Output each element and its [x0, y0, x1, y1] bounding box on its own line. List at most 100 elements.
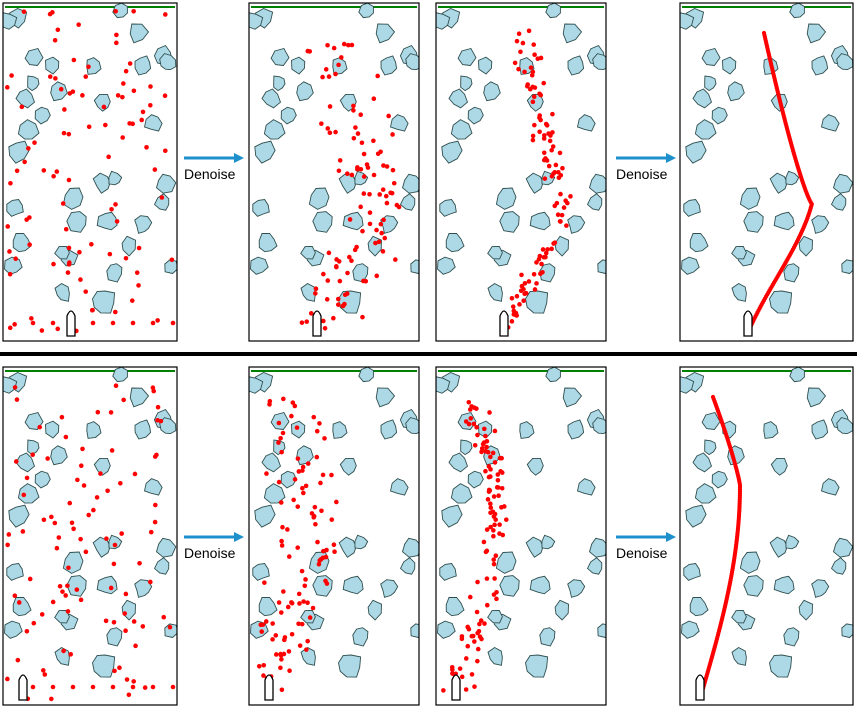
obstacle: [519, 421, 535, 439]
noise-point: [49, 696, 54, 702]
noise-point: [78, 463, 84, 468]
panel-c: [436, 3, 606, 341]
noise-point: [7, 271, 13, 277]
obstacle: [54, 646, 70, 666]
sample-point: [322, 325, 328, 331]
panel-b: [249, 3, 419, 341]
obstacle: [811, 215, 830, 234]
obstacle: [441, 504, 463, 528]
sample-point: [279, 687, 285, 693]
obstacle: [539, 263, 556, 283]
noise-point: [58, 86, 64, 92]
noise-point: [162, 93, 168, 99]
sample-point: [522, 281, 528, 286]
obstacle: [254, 140, 276, 164]
obstacle: [112, 3, 128, 19]
sample-point: [491, 514, 497, 519]
sample-point: [541, 150, 547, 156]
agent-marker-icon: [312, 310, 322, 337]
obstacle: [576, 478, 596, 496]
sample-point: [329, 517, 335, 522]
sample-point: [497, 522, 502, 527]
sample-point: [484, 439, 490, 444]
obstacle: [66, 211, 87, 233]
sample-point: [389, 190, 395, 196]
sample-point: [377, 192, 383, 197]
obstacle: [586, 557, 603, 575]
sample-point: [300, 485, 305, 491]
sample-point: [278, 500, 284, 505]
noise-point: [120, 135, 125, 140]
noise-point: [105, 488, 110, 494]
sample-point: [281, 589, 286, 594]
noise-point: [112, 668, 117, 674]
sample-point: [547, 138, 553, 144]
denoise-label: Denoise: [616, 545, 668, 561]
sample-point: [480, 441, 486, 447]
sample-point: [371, 172, 377, 178]
sample-point: [492, 522, 497, 528]
sample-point: [320, 472, 326, 478]
obstacle: [597, 623, 606, 638]
obstacle: [380, 419, 398, 440]
obstacle: [467, 106, 484, 125]
panel-frame: [435, 2, 607, 342]
sample-point: [478, 618, 484, 623]
sample-point: [285, 604, 291, 610]
sample-point: [486, 474, 492, 480]
noise-point: [118, 481, 123, 486]
obstacle: [592, 53, 606, 71]
obstacle: [342, 211, 364, 231]
sample-point: [360, 314, 365, 320]
sample-point: [361, 174, 367, 179]
obstacle: [410, 259, 419, 274]
noise-point: [71, 57, 77, 63]
noise-point: [7, 325, 13, 331]
obstacle: [261, 88, 282, 109]
sample-point: [313, 521, 318, 527]
sample-point: [364, 162, 370, 167]
obstacle: [129, 23, 150, 44]
sample-point: [323, 67, 329, 72]
noise-point: [159, 195, 165, 200]
sample-point: [482, 426, 487, 432]
noise-point: [59, 414, 65, 420]
sample-point: [485, 449, 491, 455]
obstacle: [270, 411, 290, 430]
obstacle: [358, 3, 374, 19]
obstacle: [143, 114, 163, 132]
noise-point: [130, 320, 136, 326]
sample-point: [292, 403, 298, 409]
sample-point: [376, 239, 382, 245]
sample-point: [549, 147, 554, 153]
noise-point: [109, 206, 114, 212]
noise-point: [24, 475, 30, 481]
sample-point: [495, 477, 501, 483]
sample-point: [556, 175, 562, 181]
sample-point: [337, 278, 343, 284]
obstacle: [529, 211, 551, 231]
sample-point: [260, 622, 266, 627]
obstacle: [108, 534, 123, 550]
sample-point: [487, 410, 492, 415]
sample-point: [279, 543, 285, 548]
sample-point: [301, 599, 306, 604]
sample-point: [335, 302, 341, 307]
sample-point: [532, 52, 537, 57]
obstacle: [689, 232, 709, 253]
obstacle: [562, 387, 583, 408]
sample-point: [541, 136, 547, 141]
sample-point: [532, 287, 538, 292]
sample-point: [262, 580, 267, 585]
obstacle: [441, 140, 463, 164]
sample-point: [531, 94, 537, 100]
obstacle: [249, 12, 264, 30]
sample-point: [378, 221, 384, 227]
sample-point: [525, 83, 530, 89]
sample-point: [472, 442, 478, 448]
sample-point: [332, 549, 337, 555]
sample-point: [326, 250, 332, 256]
noise-point: [114, 40, 119, 46]
noise-point: [170, 684, 176, 690]
sample-point: [474, 424, 479, 430]
